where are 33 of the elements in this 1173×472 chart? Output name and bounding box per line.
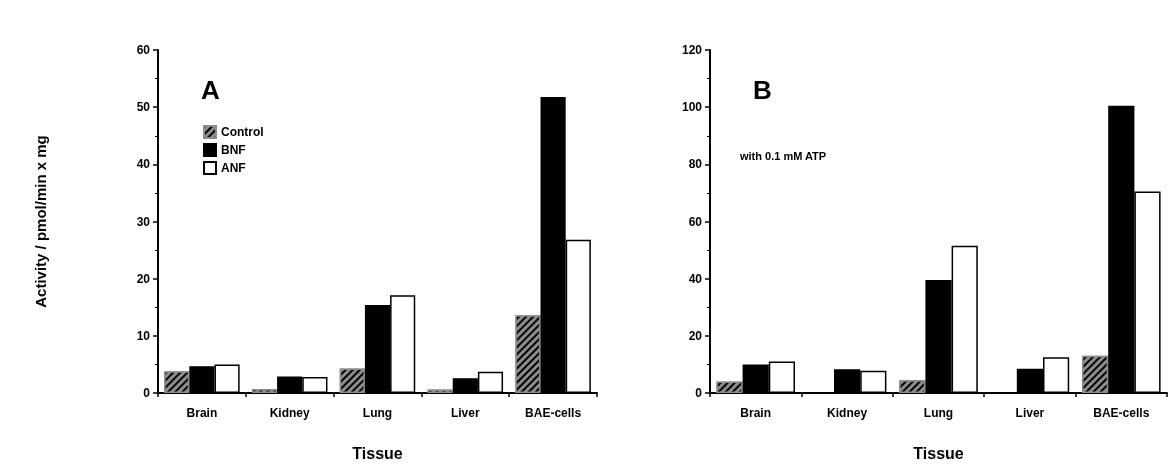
x-tick-label: Brain — [186, 406, 218, 420]
x-tick-label: Brain — [740, 406, 772, 420]
y-tick-label: 60 — [136, 43, 151, 57]
y-tick-label: 30 — [136, 214, 151, 229]
y-tick-label: 40 — [688, 271, 703, 286]
x-tick-label: Lung — [923, 406, 954, 420]
x-tick-label: Kidney — [269, 406, 311, 420]
y-tick-label: 80 — [688, 157, 703, 172]
x-tick-label: BAE-cells — [525, 406, 582, 420]
x-tick-label: Kidney — [827, 406, 868, 420]
x-tick-label: Liver — [450, 406, 480, 420]
y-tick-label: 40 — [136, 157, 151, 172]
y-tick-label: 60 — [688, 214, 703, 229]
x-tick-label: BAE-cells — [1093, 406, 1150, 420]
y-tick-label: 0 — [143, 386, 151, 400]
y-axis-title: Activity / pmol/min x mg — [32, 135, 49, 308]
x-axis-title: Tissue — [913, 444, 964, 462]
text: A — [201, 75, 220, 105]
y-tick-label: 120 — [681, 43, 703, 57]
legend-label: Control — [221, 125, 264, 139]
y-tick-label: 100 — [681, 100, 703, 115]
y-tick-label: 20 — [136, 271, 151, 286]
y-tick-label: 10 — [136, 328, 151, 343]
annotation: with 0.1 mM ATP — [739, 149, 827, 162]
x-axis-title: Tissue — [352, 444, 403, 462]
y-tick-label: 50 — [136, 100, 151, 115]
y-tick-label: 20 — [688, 328, 703, 343]
x-tick-label: Lung — [362, 406, 393, 420]
y-tick-label: 0 — [695, 386, 703, 400]
x-tick-label: Liver — [1015, 406, 1045, 420]
legend-label: ANF — [221, 161, 246, 175]
legend-label: BNF — [221, 143, 246, 157]
text: B — [753, 75, 772, 105]
